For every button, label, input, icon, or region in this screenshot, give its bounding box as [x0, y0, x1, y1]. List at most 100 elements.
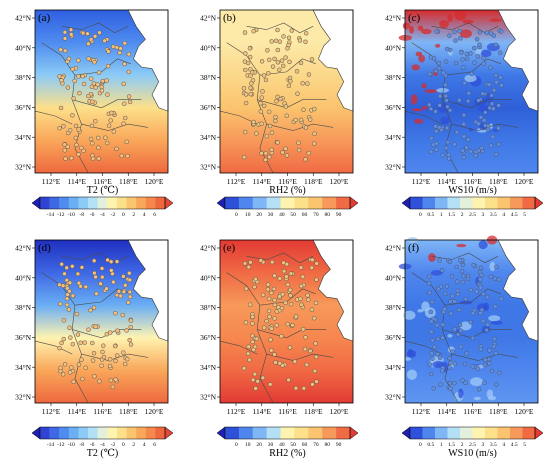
station-marker	[429, 351, 434, 356]
station-marker	[251, 119, 256, 125]
lat-label: 32°N	[200, 393, 216, 402]
colorbar-title: T2 (℃)	[87, 185, 118, 196]
wind-patch	[454, 9, 467, 21]
colorbar-tick-label: 40	[279, 212, 285, 218]
colorbar-bin	[126, 427, 137, 439]
station-marker	[249, 70, 255, 75]
station-marker	[59, 261, 64, 267]
station-marker	[454, 279, 460, 284]
station-marker	[66, 56, 72, 62]
colorbar-extend-high	[534, 426, 544, 440]
station-marker	[266, 71, 271, 76]
station-marker	[241, 86, 247, 91]
station-marker	[121, 81, 126, 87]
panel-letter: (f)	[408, 242, 419, 254]
station-marker	[470, 335, 476, 341]
station-marker	[308, 348, 313, 354]
station-marker	[251, 28, 256, 34]
station-marker	[90, 141, 95, 146]
station-marker	[90, 99, 95, 104]
lon-label: 112°E	[227, 407, 246, 416]
station-marker	[67, 325, 72, 331]
map-panel: 42°N 40°N 38°N 36°N 34°N 32°N 112°E 114°E 116°E 1…	[15, 9, 169, 186]
colorbar-tick-label: 0	[122, 212, 125, 218]
station-marker	[91, 350, 97, 356]
station-marker	[481, 291, 486, 297]
station-marker	[298, 60, 304, 66]
station-marker	[488, 274, 494, 279]
station-marker	[123, 283, 128, 288]
station-marker	[113, 310, 118, 316]
station-marker	[286, 377, 291, 383]
station-marker	[303, 157, 308, 162]
station-marker	[313, 300, 319, 306]
station-marker	[493, 42, 499, 48]
station-marker	[62, 271, 67, 277]
station-marker	[283, 146, 288, 151]
station-marker	[242, 30, 248, 35]
station-marker	[82, 340, 87, 345]
station-marker	[496, 141, 501, 147]
station-marker	[86, 41, 91, 47]
station-marker	[61, 124, 66, 129]
station-marker	[113, 358, 118, 364]
station-marker	[475, 54, 481, 59]
colorbars: -14 -12 -10 -8 -6 -4 -2 0 2 4 6T2 (℃)0 10 20 30 40 50 60…	[31, 185, 544, 459]
lat-label: 32°N	[385, 163, 401, 172]
station-marker	[264, 133, 270, 139]
station-marker	[435, 336, 441, 342]
colorbar-bin	[497, 427, 511, 439]
station-marker	[300, 274, 306, 280]
station-marker	[74, 311, 80, 317]
colorbar-tick-label: 10	[245, 442, 251, 448]
wind-patch	[447, 14, 453, 23]
station-marker	[428, 371, 434, 377]
colorbar-tick-label: -14	[47, 442, 55, 448]
station-marker	[289, 28, 295, 33]
station-marker	[64, 296, 70, 301]
station-marker	[284, 153, 290, 158]
lat-label: 32°N	[15, 393, 31, 402]
colorbar-tick-label: 0	[235, 212, 238, 218]
station-marker	[88, 307, 93, 313]
colorbar-tick-label: 2.5	[469, 212, 476, 218]
station-marker	[127, 270, 132, 276]
station-marker	[97, 379, 102, 384]
station-marker	[93, 324, 98, 329]
station-marker	[263, 157, 268, 163]
station-marker	[279, 58, 285, 63]
colorbar-tick-label: 0.5	[427, 442, 434, 448]
station-marker	[465, 276, 471, 282]
station-marker	[102, 38, 107, 44]
station-marker	[284, 261, 290, 267]
station-marker	[426, 281, 432, 286]
wind-patch	[413, 118, 424, 124]
station-marker	[439, 268, 445, 273]
lon-label: 114°E	[67, 177, 86, 186]
colorbar-bin	[238, 427, 253, 439]
station-marker	[440, 152, 445, 158]
colorbar-bin	[485, 427, 498, 439]
station-marker	[261, 73, 267, 78]
station-marker	[296, 140, 301, 146]
station-marker	[281, 34, 286, 39]
station-marker	[494, 382, 499, 387]
station-marker	[447, 355, 452, 361]
station-marker	[94, 291, 99, 297]
colorbar-tick-label: 70	[313, 442, 319, 448]
wind-patch	[417, 308, 424, 313]
station-marker	[487, 361, 492, 366]
station-marker	[128, 324, 133, 330]
station-marker	[499, 83, 504, 88]
station-marker	[452, 326, 458, 332]
station-marker	[60, 283, 66, 288]
station-marker	[427, 102, 432, 108]
colorbar-tick-label: 90	[336, 442, 342, 448]
colorbar-bin	[266, 427, 281, 439]
lon-label: 116°E	[93, 407, 112, 416]
station-marker	[430, 356, 435, 361]
lon-label: 114°E	[437, 177, 456, 186]
station-marker	[252, 284, 257, 290]
station-marker	[79, 145, 84, 151]
station-marker	[429, 329, 434, 335]
